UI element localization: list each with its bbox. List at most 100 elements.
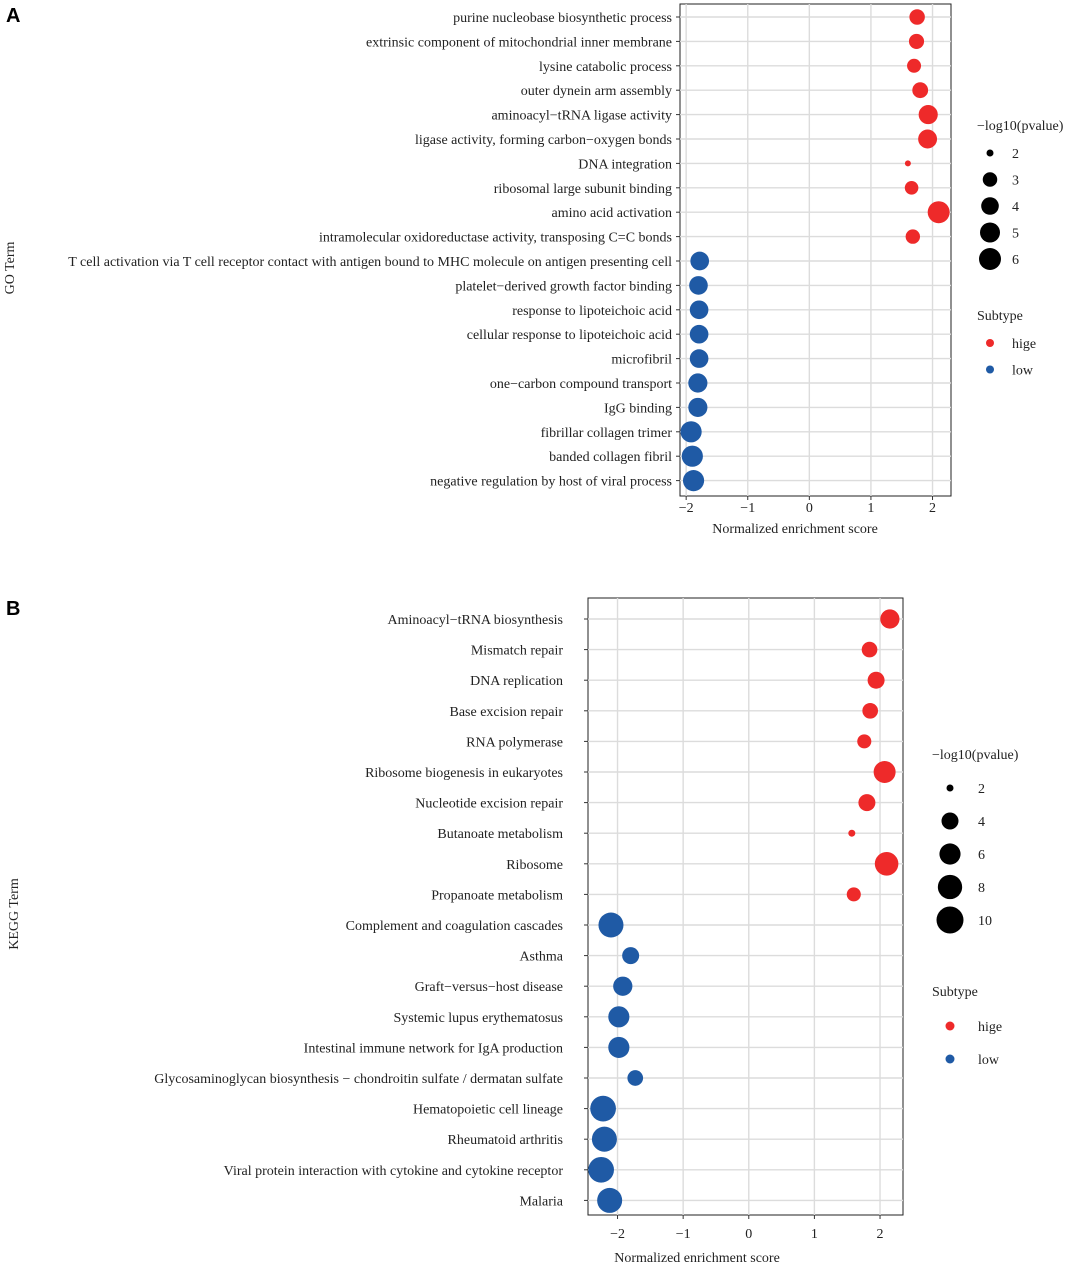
panel-b: B Aminoacyl−tRNA biosynthesis Mismatch re… [6,597,1019,1265]
term-label: DNA replication [470,674,563,689]
data-point [598,912,624,938]
panel-b-size-legend: 2 4 6 8 10 [936,782,992,934]
panel-a-legend: −log10(pvalue) 2 3 4 5 6 Subtype hige low [977,119,1064,379]
term-label: Hematopoietic cell lineage [413,1103,563,1118]
term-label: purine nucleobase biosynthetic process [453,11,672,26]
size-legend-label: 10 [978,914,992,929]
data-point [927,201,950,224]
data-point [873,761,896,783]
data-point [905,229,921,244]
term-label: Viral protein interaction with cytokine … [224,1164,564,1179]
color-legend-key [945,1021,955,1031]
color-legend-key [986,365,994,374]
x-tick-label: 2 [929,501,936,516]
size-legend-key [981,197,999,215]
x-tick-label: −1 [676,1227,691,1242]
data-point [690,251,710,271]
data-point [918,129,938,149]
term-label: Butanoate metabolism [437,827,563,842]
data-point [912,82,929,99]
panel-b-points [588,609,900,1213]
panel-a-term-labels: purine nucleobase biosynthetic process ex… [68,11,672,490]
data-point [591,1126,617,1152]
x-tick-label: −2 [610,1227,625,1242]
panel-b-color-legend: hige low [945,1020,1002,1068]
term-label: IgG binding [604,401,672,416]
data-point [608,1006,630,1028]
data-point [908,33,925,49]
term-label: platelet−derived growth factor binding [455,279,672,294]
data-point [846,887,861,902]
panel-b-size-legend-title: −log10(pvalue) [932,748,1019,763]
term-label: lysine catabolic process [539,60,672,75]
color-legend-key [986,339,994,347]
panel-b-x-ticks: −2 −1 0 1 2 [584,618,884,1242]
x-tick-label: 0 [806,501,813,516]
size-legend-key [939,843,961,865]
data-point [858,794,876,812]
size-legend-key [979,248,1001,270]
term-label: RNA polymerase [466,735,563,750]
data-point [689,349,709,368]
term-label: Rheumatoid arthritis [448,1133,563,1148]
x-tick-label: −1 [740,501,755,516]
size-legend-key [941,812,959,830]
term-label: response to lipoteichoic acid [512,304,672,319]
panel-a-plot-area [679,3,952,497]
size-legend-label: 4 [1012,200,1019,215]
size-legend-label: 6 [978,848,985,863]
data-point [857,734,872,749]
panel-a-x-axis-label: Normalized enrichment score [712,522,878,537]
term-label: microfibril [611,353,672,368]
term-label: ligase activity, forming carbon−oxygen b… [415,133,672,148]
term-label: Complement and coagulation cascades [346,919,563,934]
data-point [588,1156,614,1183]
term-label: Asthma [519,950,563,965]
size-legend-label: 6 [1012,253,1019,268]
data-point [681,445,703,467]
size-legend-key [980,222,1000,243]
color-legend-key [945,1054,955,1064]
data-point [904,181,919,195]
x-tick-label: 1 [811,1227,818,1242]
size-legend-label: 8 [978,881,985,896]
size-legend-label: 5 [1012,227,1019,242]
data-point [597,1187,623,1213]
term-label: outer dynein arm assembly [521,84,672,99]
x-tick-label: 0 [745,1227,752,1242]
size-legend-key [946,784,954,792]
panel-a-points [680,9,950,492]
data-point [861,641,878,658]
data-point [627,1070,644,1086]
term-label: Glycosaminoglycan biosynthesis − chondro… [154,1072,563,1087]
term-label: Propanoate metabolism [431,888,563,903]
data-point [867,671,885,689]
data-point [918,105,938,125]
panel-a-size-legend: 2 3 4 5 6 [979,147,1019,270]
data-point [590,1095,616,1122]
panel-a-grid [680,4,951,496]
data-point [688,397,708,417]
term-label: DNA integration [578,157,672,172]
term-label: Base excision repair [449,705,563,720]
color-legend-label: hige [978,1020,1002,1035]
data-point [682,470,705,492]
term-label: banded collagen fibril [549,450,672,465]
term-label: amino acid activation [551,206,672,221]
term-label: Graft−versus−host disease [415,980,563,995]
data-point [688,373,708,393]
term-label: intramolecular oxidoreductase activity, … [319,231,672,246]
size-legend-label: 2 [978,782,985,797]
data-point [689,276,708,295]
panel-a-color-legend-title: Subtype [977,309,1023,324]
term-label: cellular response to lipoteichoic acid [467,328,672,343]
panel-a-x-ticks: −2 −1 0 1 2 [676,16,936,516]
term-label: negative regulation by host of viral pro… [430,475,672,490]
data-point [874,852,899,876]
data-point [608,1036,630,1058]
panel-a-color-legend: hige low [986,337,1036,379]
panel-b-grid [588,598,903,1215]
x-tick-label: 1 [867,501,874,516]
data-point [689,300,709,320]
